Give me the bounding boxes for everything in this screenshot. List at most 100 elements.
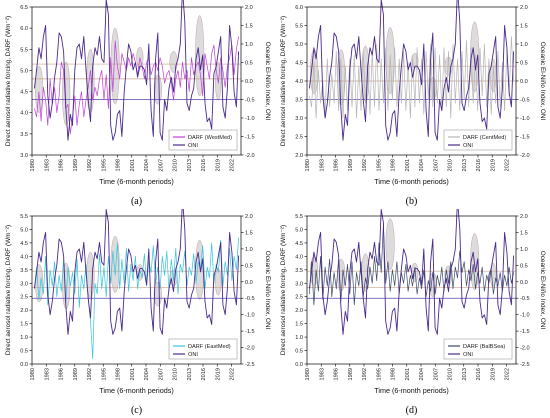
y-tick-label-0: 0.0 [20, 362, 28, 368]
chart-panel-b: 2.0 2.5 3.0 3.5 4.0 4.5 5.0 5.5 6.0 -2.0 -1.5 -1.0 -… [280, 0, 546, 207]
y-axis-title: Direct aerosol radiative forcing, DARF (… [5, 16, 12, 146]
y2-tick-label-3: -1.0 [245, 313, 255, 319]
y-tick-label-3: 3.5 [295, 98, 303, 104]
x-tick-label-2: 1986 [59, 368, 65, 380]
x-tick-label-7: 2001 [405, 368, 411, 380]
y-tick-label-6: 5.0 [295, 42, 303, 48]
y-tick-label-1: 0.5 [295, 349, 303, 355]
x-tick-label-10: 2010 [173, 159, 179, 171]
series-line-0 [309, 223, 514, 306]
x-tick-label-14: 2022 [505, 368, 511, 380]
x-tick-label-1: 1983 [44, 159, 50, 171]
y2-tick-label-3: -0.5 [520, 98, 530, 104]
x-tick-label-0: 1980 [30, 159, 36, 171]
panel-label: (c) [131, 405, 142, 416]
x-tick-label-11: 2013 [187, 159, 193, 171]
x-tick-label-5: 1995 [376, 368, 382, 380]
x-tick-label-13: 2019 [490, 368, 496, 380]
x-tick-label-5: 1995 [101, 159, 107, 171]
chart-panel-a: 3.0 3.5 4.0 4.5 5.0 5.5 6.0 6.5 -2.0 -1.5 -1.0 -0.5… [5, 0, 271, 207]
y2-tick-label-4: 0.0 [245, 79, 253, 85]
legend-label-0: DARF (CentMed) [463, 135, 506, 141]
y2-tick-label-2: -1.0 [245, 116, 255, 122]
x-tick-label-1: 1983 [319, 159, 325, 171]
x-tick-label-7: 2001 [130, 159, 136, 171]
highlight-ellipse-7 [195, 15, 205, 97]
y2-axis-title: Oceanic El-Niño Index, ONI [539, 42, 546, 121]
y2-tick-label-5: 0.5 [245, 61, 253, 67]
y2-tick-label-1: -2.0 [520, 346, 530, 352]
series-line-1 [33, 0, 240, 141]
y2-tick-label-9: 2.0 [520, 214, 528, 220]
x-tick-label-12: 2016 [476, 368, 482, 380]
series-line-1 [33, 209, 240, 335]
y-tick-label-8: 4.0 [20, 254, 28, 260]
x-tick-label-4: 1992 [362, 368, 368, 380]
panel-label: (a) [131, 196, 142, 207]
y2-tick-label-7: 1.5 [520, 24, 528, 30]
y-tick-label-3: 1.5 [20, 322, 28, 328]
x-tick-label-13: 2019 [215, 159, 221, 171]
y-tick-label-4: 5.0 [20, 68, 28, 74]
series-line-1 [308, 0, 515, 141]
x-tick-label-3: 1989 [73, 368, 79, 380]
x-tick-label-0: 1980 [305, 159, 311, 171]
y-tick-label-5: 5.5 [20, 47, 28, 53]
y2-tick-label-6: 0.5 [520, 263, 528, 269]
y-tick-label-11: 5.5 [295, 214, 303, 220]
legend-box [168, 338, 238, 360]
x-tick-label-3: 1989 [348, 159, 354, 171]
x-tick-label-3: 1989 [348, 368, 354, 380]
plot-frame [31, 215, 242, 365]
y2-tick-label-4: 0.0 [520, 79, 528, 85]
y2-tick-label-7: 1.0 [245, 247, 253, 253]
y-tick-label-0: 3.0 [20, 153, 28, 159]
x-tick-label-9: 2007 [158, 159, 164, 171]
chart-panel-d: 0.0 0.5 1.0 1.5 2.0 2.5 3.0 3.5 4.0 4.5 5.0 5.5 -2.5… [280, 209, 546, 416]
x-tick-label-0: 1980 [30, 368, 36, 380]
y2-tick-label-0: -2.5 [520, 362, 530, 368]
y-tick-label-6: 6.0 [20, 26, 28, 32]
y-tick-label-2: 3.0 [295, 116, 303, 122]
y2-tick-label-8: 1.5 [245, 230, 253, 236]
x-tick-label-13: 2019 [215, 368, 221, 380]
y2-tick-label-6: 1.0 [245, 42, 253, 48]
y-axis-title: Direct aerosol radiative forcing, DARF (… [280, 16, 287, 146]
x-tick-label-5: 1995 [376, 159, 382, 171]
y2-axis-title: Oceanic El-Niño Index, ONI [264, 42, 271, 121]
legend-box [168, 129, 238, 151]
y2-tick-label-5: 0.5 [520, 61, 528, 67]
y-tick-label-1: 2.5 [295, 135, 303, 141]
legend-label-1: ONI [188, 352, 198, 358]
y2-tick-label-4: -0.5 [520, 296, 530, 302]
legend-label-1: ONI [463, 143, 473, 149]
y-tick-label-4: 4.0 [295, 79, 303, 85]
x-tick-label-11: 2013 [462, 159, 468, 171]
legend-label-0: DARF (BalBSea) [463, 344, 505, 350]
y2-tick-label-6: 1.0 [520, 42, 528, 48]
x-tick-label-12: 2016 [201, 159, 207, 171]
x-tick-label-12: 2016 [476, 159, 482, 171]
y2-tick-label-0: -2.5 [245, 362, 255, 368]
y2-tick-label-0: -2.0 [520, 153, 530, 159]
y-tick-label-0: 2.0 [295, 153, 303, 159]
chart-panel-c: 0.0 0.5 1.0 1.5 2.0 2.5 3.0 3.5 4.0 4.5 5.0 5.5 -2.5… [5, 209, 271, 416]
y2-tick-label-1: -2.0 [245, 346, 255, 352]
y-tick-label-6: 3.0 [295, 281, 303, 287]
y-tick-label-2: 1.0 [20, 335, 28, 341]
legend-box [443, 338, 513, 360]
highlight-ellipse-4 [411, 262, 419, 283]
y-tick-label-4: 2.0 [295, 308, 303, 314]
y2-tick-label-3: -0.5 [245, 98, 255, 104]
y-tick-label-2: 4.0 [20, 111, 28, 117]
plot-frame [306, 215, 517, 365]
x-tick-label-2: 1986 [334, 159, 340, 171]
x-tick-label-10: 2010 [448, 159, 454, 171]
highlight-ellipse-3 [110, 27, 120, 105]
highlight-ellipse-6 [169, 51, 178, 73]
x-tick-label-8: 2004 [144, 368, 150, 380]
x-tick-label-4: 1992 [87, 159, 93, 171]
legend-label-0: DARF (WestMed) [188, 135, 232, 141]
x-tick-label-7: 2001 [130, 368, 136, 380]
y2-tick-label-8: 2.0 [245, 5, 253, 11]
